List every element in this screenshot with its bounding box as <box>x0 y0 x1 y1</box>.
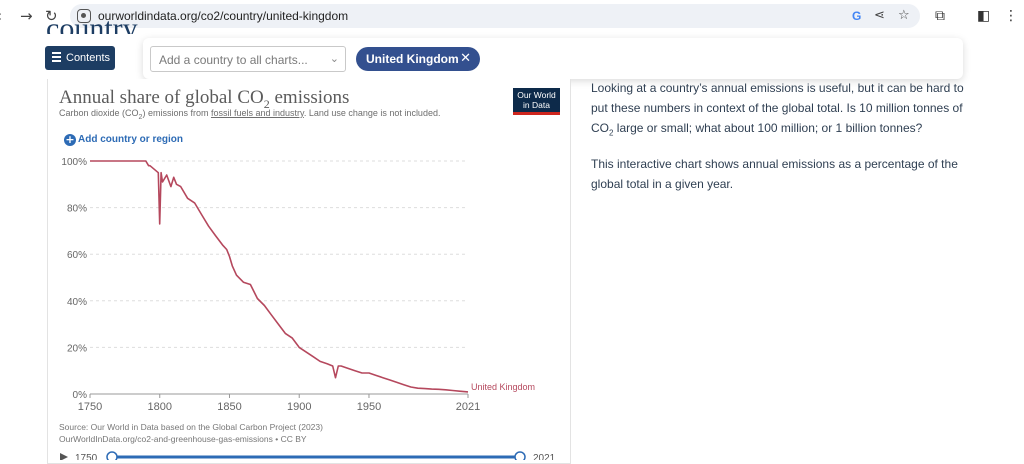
play-icon[interactable] <box>60 453 68 460</box>
x-tick-label: 1900 <box>287 401 311 413</box>
timeline-start-handle[interactable] <box>106 451 118 460</box>
site-info-icon[interactable] <box>77 9 91 23</box>
share-icon[interactable]: ⋖ <box>874 8 885 23</box>
y-tick-label: 60% <box>67 250 87 261</box>
x-tick-label: 1800 <box>147 401 171 413</box>
y-tick-label: 20% <box>67 343 87 354</box>
address-bar[interactable]: ourworldindata.org/co2/country/united-ki… <box>70 4 920 28</box>
co2-sub: 2 <box>609 128 614 138</box>
timeline-end-label: 2021 <box>533 453 556 460</box>
description-text-1a: Looking at a country’s annual emissions … <box>591 81 964 115</box>
reload-icon[interactable]: ↻ <box>45 7 58 25</box>
selected-country-label: United Kingdom <box>366 52 459 66</box>
contents-label: Contents <box>66 52 111 64</box>
chart-subtitle: Carbon dioxide (CO2) emissions from foss… <box>59 108 441 121</box>
back-arrow-icon[interactable]: ‹ <box>0 6 2 26</box>
source-line1: Source: Our World in Data based on the G… <box>59 422 323 432</box>
side-panel-icon[interactable]: ◧ <box>977 8 991 24</box>
co2-co: CO <box>591 121 609 135</box>
y-tick-label: 0% <box>73 390 88 401</box>
co2-text: CO2 <box>591 121 614 138</box>
google-icon[interactable]: G <box>852 9 862 23</box>
selected-country-chip[interactable]: United Kingdom ✕ <box>356 47 480 71</box>
timeline-end-handle[interactable] <box>514 451 526 460</box>
description-paragraph-1: Looking at a country’s annual emissions … <box>591 78 971 143</box>
country-search-select[interactable]: Add a country to all charts... ⌄ <box>150 46 346 72</box>
page-heading: country <box>46 14 138 34</box>
plus-circle-icon: + <box>64 133 76 146</box>
bookmark-star-icon[interactable]: ☆ <box>898 8 910 23</box>
logo-line2: in Data <box>523 99 550 110</box>
series-label[interactable]: United Kingdom <box>471 382 535 392</box>
chart-title: Annual share of global CO2 emissions <box>59 87 350 111</box>
y-tick-label: 80% <box>67 204 87 215</box>
chart-source: Source: Our World in Data based on the G… <box>59 421 323 445</box>
y-tick-label: 100% <box>61 157 87 168</box>
owid-logo[interactable]: Our World in Data <box>513 88 560 115</box>
contents-button[interactable]: Contents <box>45 46 115 70</box>
source-line2: OurWorldInData.org/co2-and-greenhouse-ga… <box>59 434 307 444</box>
extensions-icon[interactable]: ⧉ <box>935 8 945 24</box>
close-icon[interactable]: ✕ <box>460 51 471 66</box>
country-select-placeholder: Add a country to all charts... <box>159 53 308 67</box>
chart-description: Looking at a country’s annual emissions … <box>591 78 971 205</box>
url-text[interactable]: ourworldindata.org/co2/country/united-ki… <box>98 9 349 23</box>
country-selector-panel: Add a country to all charts... ⌄ United … <box>143 38 963 79</box>
x-tick-label: 1950 <box>357 401 381 413</box>
timeline-start-label: 1750 <box>75 453 98 460</box>
x-tick-label: 2021 <box>456 401 480 413</box>
description-paragraph-2: This interactive chart shows annual emis… <box>591 157 958 192</box>
series-line-united-kingdom[interactable] <box>90 160 469 393</box>
logo-line1: Our World <box>517 90 556 100</box>
browser-toolbar: ‹ → ↻ ourworldindata.org/co2/country/uni… <box>0 0 1024 32</box>
y-tick-label: 40% <box>67 297 87 308</box>
chart-card <box>47 79 571 464</box>
forward-arrow-icon[interactable]: → <box>20 7 33 25</box>
add-country-label: Add country or region <box>78 134 183 145</box>
chevron-down-icon[interactable]: ⌄ <box>329 52 339 65</box>
description-text-1b: large or small; what about 100 million; … <box>613 121 923 135</box>
x-tick-label: 1850 <box>217 401 241 413</box>
x-tick-label: 1750 <box>78 401 102 413</box>
hamburger-icon <box>52 52 61 64</box>
timeline-slider[interactable]: 1750 2021 <box>58 450 568 460</box>
menu-dots-icon[interactable]: ⋮ <box>1004 8 1018 24</box>
